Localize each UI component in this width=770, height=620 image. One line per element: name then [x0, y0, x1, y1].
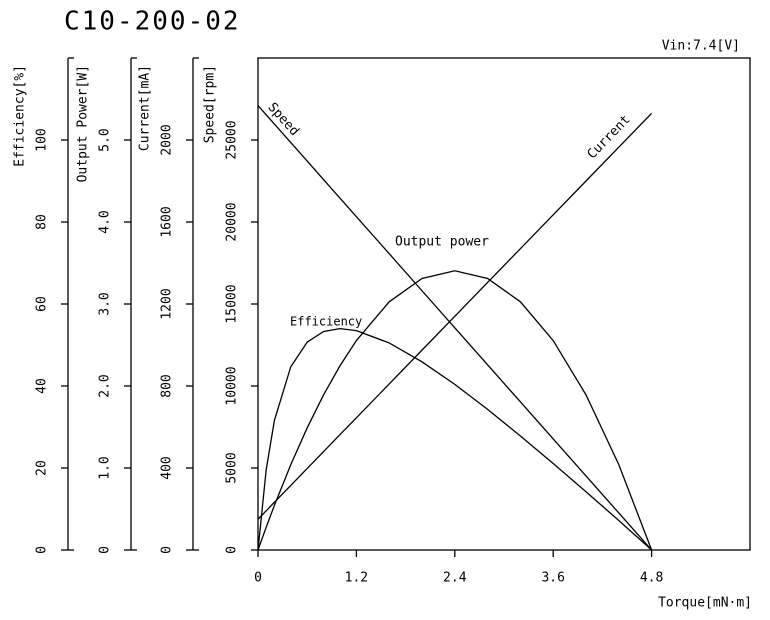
y-tick-label: 800 — [160, 374, 175, 397]
y-tick-label: 5000 — [225, 452, 240, 483]
curve-label: Efficiency — [290, 315, 362, 329]
y-tick-label: 1600 — [160, 206, 175, 237]
y-tick-label: 0 — [35, 546, 50, 554]
plot-frame — [257, 57, 751, 551]
y-tick-label: 2.0 — [98, 374, 113, 397]
y-tick-label: 2000 — [160, 124, 175, 155]
y-tick-label: 1.0 — [98, 456, 113, 479]
y-tick-label: 40 — [35, 378, 50, 394]
y-tick-label: 10000 — [225, 366, 240, 405]
curve-label: Output power — [395, 235, 489, 250]
curve — [257, 112, 653, 520]
curve — [257, 327, 653, 551]
chart-title: C10-200-02 — [64, 7, 241, 37]
supply-voltage: Vin:7.4[V] — [662, 39, 740, 54]
curve — [257, 270, 653, 551]
y-tick-label: 400 — [160, 456, 175, 479]
x-tick-label: 1.2 — [345, 571, 368, 586]
curve-label: Current — [585, 112, 634, 162]
y-tick-label: 0 — [98, 546, 113, 554]
y-tick-label: 3.0 — [98, 292, 113, 315]
y-tick-label: 25000 — [225, 120, 240, 159]
y-tick-label: 5.0 — [98, 128, 113, 151]
x-axis-label: Torque[mN·m] — [658, 596, 752, 611]
y-axis-label: Efficiency[%] — [13, 65, 28, 167]
y-tick-label: 60 — [35, 296, 50, 312]
x-tick-label: 0 — [254, 571, 262, 586]
y-tick-label: 80 — [35, 214, 50, 230]
y-tick-label: 0 — [160, 546, 175, 554]
y-tick-label: 4.0 — [98, 210, 113, 233]
x-tick-label: 4.8 — [640, 571, 663, 586]
x-tick-label: 2.4 — [443, 571, 467, 586]
y-tick-label: 0 — [225, 546, 240, 554]
y-tick-label: 20 — [35, 460, 50, 476]
y-axis-label: Output Power[W] — [76, 65, 91, 182]
y-tick-label: 1200 — [160, 288, 175, 319]
x-tick-label: 3.6 — [541, 571, 564, 586]
y-tick-label: 15000 — [225, 284, 240, 323]
y-axis-label: Current[mA] — [138, 65, 153, 151]
y-tick-label: 20000 — [225, 202, 240, 241]
y-axis-label: Speed[rpm] — [203, 65, 218, 143]
curve — [257, 105, 653, 551]
y-tick-label: 100 — [35, 128, 50, 151]
